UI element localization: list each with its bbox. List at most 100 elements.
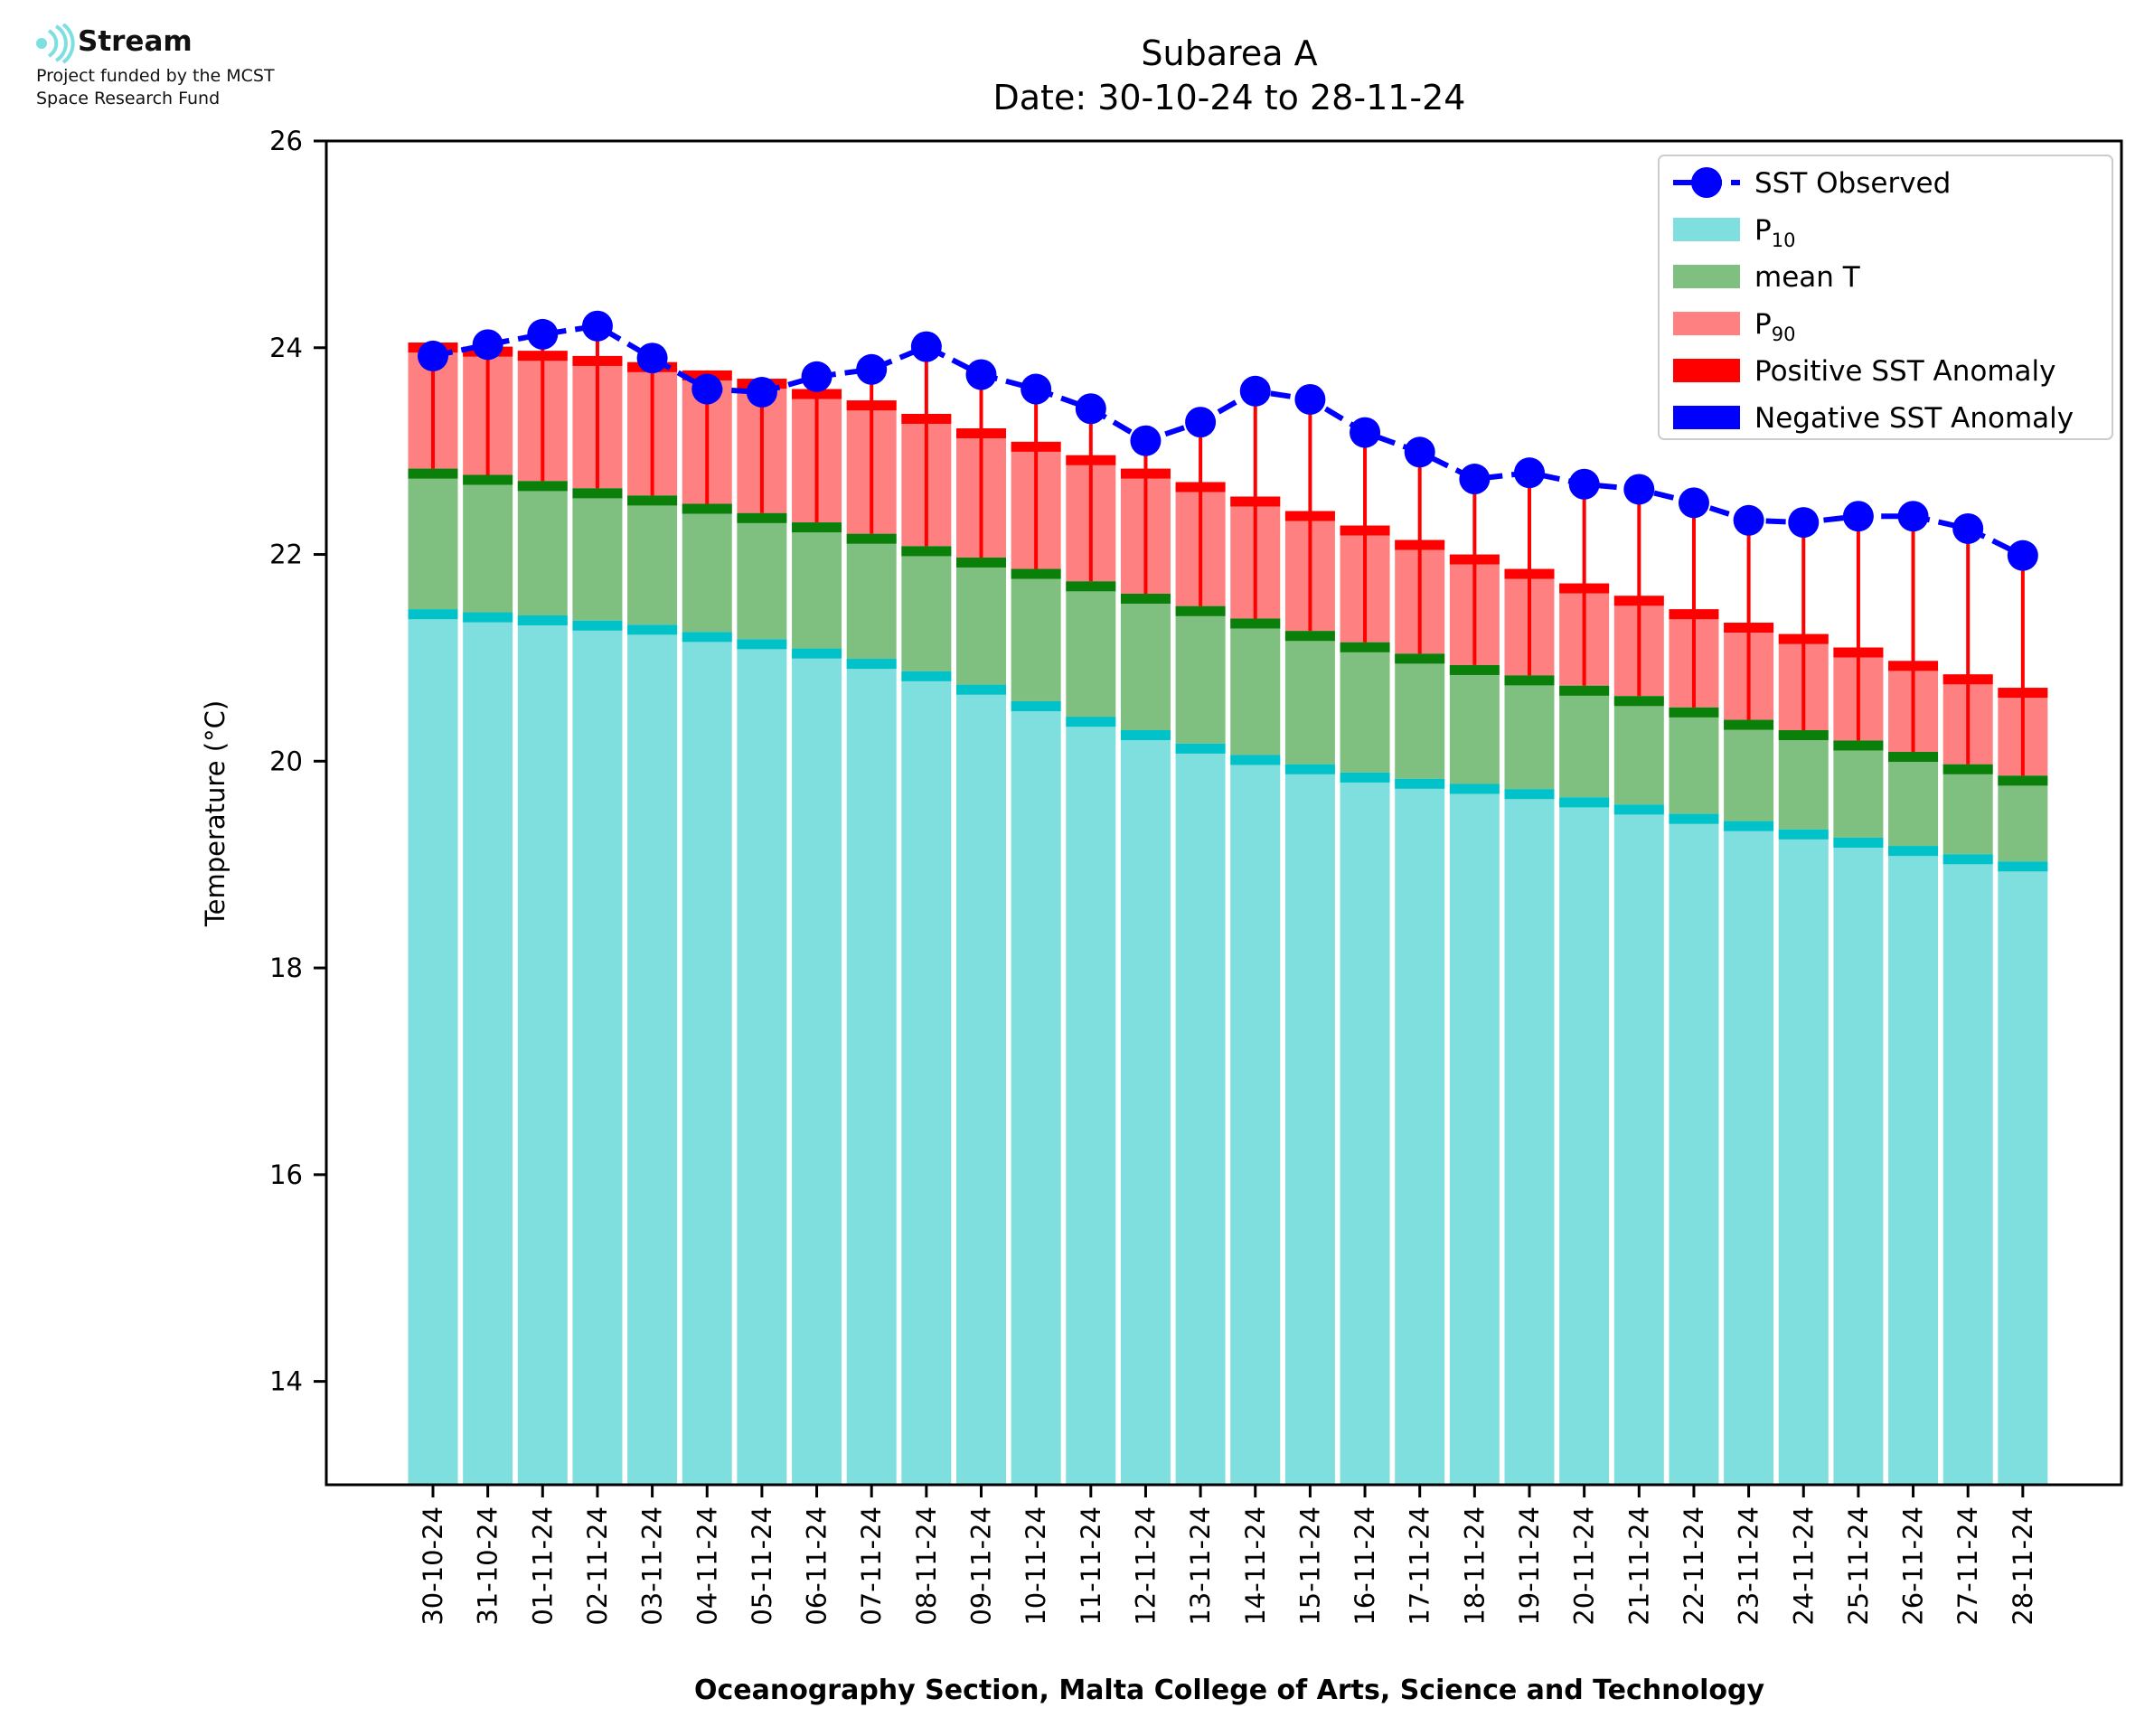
sst-observed-point [1239,375,1271,407]
mean-bar [956,557,1006,685]
sst-observed-point [746,376,777,408]
sst-observed-point [965,359,997,390]
mean-bar [1011,568,1061,701]
y-tick-label: 14 [269,1366,303,1397]
x-tick-label: 19-11-24 [1514,1506,1545,1626]
mean-bar [1888,752,1939,847]
mean-cap [1942,764,1993,774]
x-tick-label: 11-11-24 [1076,1506,1106,1626]
legend-label: P90 [1754,308,1795,345]
x-axis: 30-10-24 31-10-24 01-11-24 02-11-24 03-11-24… [418,1485,2038,1626]
p10-bar [737,639,787,1485]
sst-observed-point [1678,487,1709,519]
legend-label-subscript: 10 [1772,230,1796,251]
mean-bar [1504,675,1555,790]
sst-observed-point [1897,501,1929,532]
p10-bar [1613,804,1664,1485]
logo-funding-line-2: Space Research Fund [36,89,221,108]
legend-swatch [1673,265,1740,288]
p10-bar [1230,755,1281,1485]
p10-cap [1613,804,1664,815]
legend-swatch [1673,218,1740,241]
x-tick-label: 02-11-24 [582,1506,613,1626]
sst-observed-point [1568,468,1600,500]
legend-label: Negative SST Anomaly [1754,402,2074,435]
mean-bar [1120,594,1171,730]
bars-layer [408,343,2048,1485]
y-tick-label: 20 [269,746,303,776]
sst-observed-point [1733,504,1764,536]
x-tick-label: 24-11-24 [1788,1506,1819,1626]
mean-cap [956,557,1006,568]
sst-observed-point [1021,373,1052,405]
sst-observed-point [1185,407,1217,438]
p10-cap [463,612,513,623]
y-tick-label: 16 [269,1159,303,1190]
legend-label: SST Observed [1754,167,1951,200]
mean-bar [517,481,568,616]
mean-bar [792,522,842,649]
p10-bar [1340,772,1390,1485]
y-tick-label: 22 [269,540,303,570]
mean-cap [1778,729,1829,740]
legend-label: mean T [1754,261,1861,294]
p10-cap [408,609,458,620]
mean-bar [737,512,787,640]
mean-bar [1833,740,1884,838]
x-axis-label: Oceanography Section, Malta College of A… [694,1675,1765,1706]
x-tick-label: 03-11-24 [637,1506,668,1626]
stream-logo-icon [36,23,75,64]
legend-swatch [1673,406,1740,429]
legend-label-text: Positive SST Anomaly [1754,355,2055,388]
p10-bar [1120,729,1171,1485]
sst-observed-point [1075,393,1106,425]
p10-bar [901,671,952,1485]
plot-frame [325,139,2123,1487]
mean-cap [572,488,623,499]
x-tick-label: 28-11-24 [2008,1506,2038,1626]
sst-observed-point [1514,457,1545,489]
mean-bar [1998,775,2048,862]
mean-cap [1066,581,1116,592]
sst-observed-point [1459,464,1491,495]
x-tick-label: 30-10-24 [418,1506,448,1626]
sst-observed-point [1952,512,1984,544]
p10-bar [1833,837,1884,1485]
mean-cap [408,468,458,479]
sst-observed-point [1350,417,1381,448]
mean-cap [1559,685,1610,696]
p10-bar [1449,784,1500,1485]
mean-bar [627,495,678,625]
mean-cap [1175,605,1226,616]
legend-label-text: mean T [1754,261,1861,294]
mean-cap [1724,719,1774,730]
p10-bar [1066,717,1116,1485]
p10-cap [1669,813,1719,824]
x-tick-label: 15-11-24 [1294,1506,1325,1626]
mean-cap [1395,653,1445,664]
y-axis: 14 16 18 20 22 24 26 [269,126,326,1397]
mean-bar [1724,719,1774,821]
sst-observed-point [636,343,668,374]
p10-bar [408,609,458,1485]
mean-bar [1395,653,1445,779]
mean-cap [1998,775,2048,786]
mean-bar [1340,642,1390,773]
sst-observed-point [1842,501,1874,532]
mean-bar [901,546,952,671]
x-tick-label: 10-11-24 [1021,1506,1051,1626]
x-tick-label: 13-11-24 [1185,1506,1216,1626]
sst-observed-point [691,373,723,405]
p10-cap [737,639,787,650]
x-tick-label: 05-11-24 [747,1506,777,1626]
legend-label-text: P [1754,214,1772,247]
p10-bar [1011,700,1061,1485]
p10-bar [1504,789,1555,1485]
mean-cap [846,533,897,544]
p10-cap [1284,764,1335,774]
p10-cap [1942,854,1993,865]
p10-cap [1888,846,1939,857]
p10-bar [517,615,568,1485]
x-tick-label: 08-11-24 [911,1506,942,1626]
